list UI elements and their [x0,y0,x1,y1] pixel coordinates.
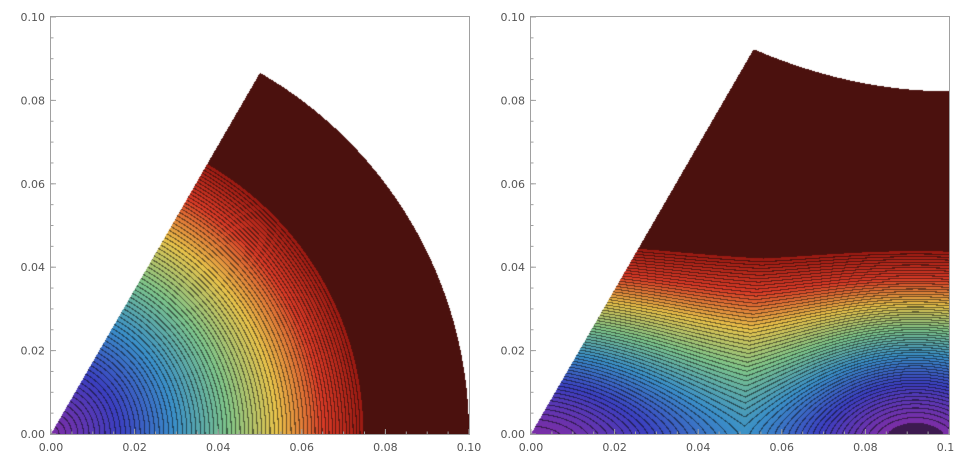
contour-panel-left: 0.000.00 0.02 0.02 0.04 0.04 0.06 0.06 0.08 0.08… [21,11,482,454]
y-tick-label: 0.06 [501,178,526,191]
x-tick-label: 0.10 [457,441,482,454]
y-tick-label: 0.08 [501,94,526,107]
x-tick-label: 0.08 [373,441,398,454]
x-tick-label: 0.02 [602,441,627,454]
x-tick-label: 0.00 [39,441,64,454]
x-tick-label: 0.06 [290,441,315,454]
y-tick-label: 0.10 [501,11,526,24]
contour-panel-right: 0.000.00 0.02 0.02 0.04 0.04 0.06 0.06 0.08 0.08… [501,11,955,454]
plot-frame [530,16,950,435]
contour-fill [51,17,469,434]
x-tick-label: 0.02 [122,441,147,454]
y-tick-label: 0.06 [21,178,46,191]
y-tick-label: 0.08 [21,94,46,107]
y-tick-label: 0.02 [501,345,526,358]
y-tick-label: 0.04 [501,261,526,274]
x-tick-label: 0.04 [206,441,231,454]
y-tick-label: 0.02 [21,345,46,358]
x-tick-label: 0.00 [519,441,544,454]
plot-frame [50,16,470,435]
x-tick-label: 0.06 [770,441,795,454]
contour-fill [531,17,949,434]
x-tick-label: 0.04 [686,441,711,454]
y-tick-label: 0.00 [21,428,46,441]
y-tick-label: 0.00 [501,428,526,441]
x-tick-label: 0.08 [853,441,878,454]
y-tick-label: 0.10 [21,11,46,24]
y-tick-label: 0.04 [21,261,46,274]
x-tick-label: 0.10 [937,441,955,454]
